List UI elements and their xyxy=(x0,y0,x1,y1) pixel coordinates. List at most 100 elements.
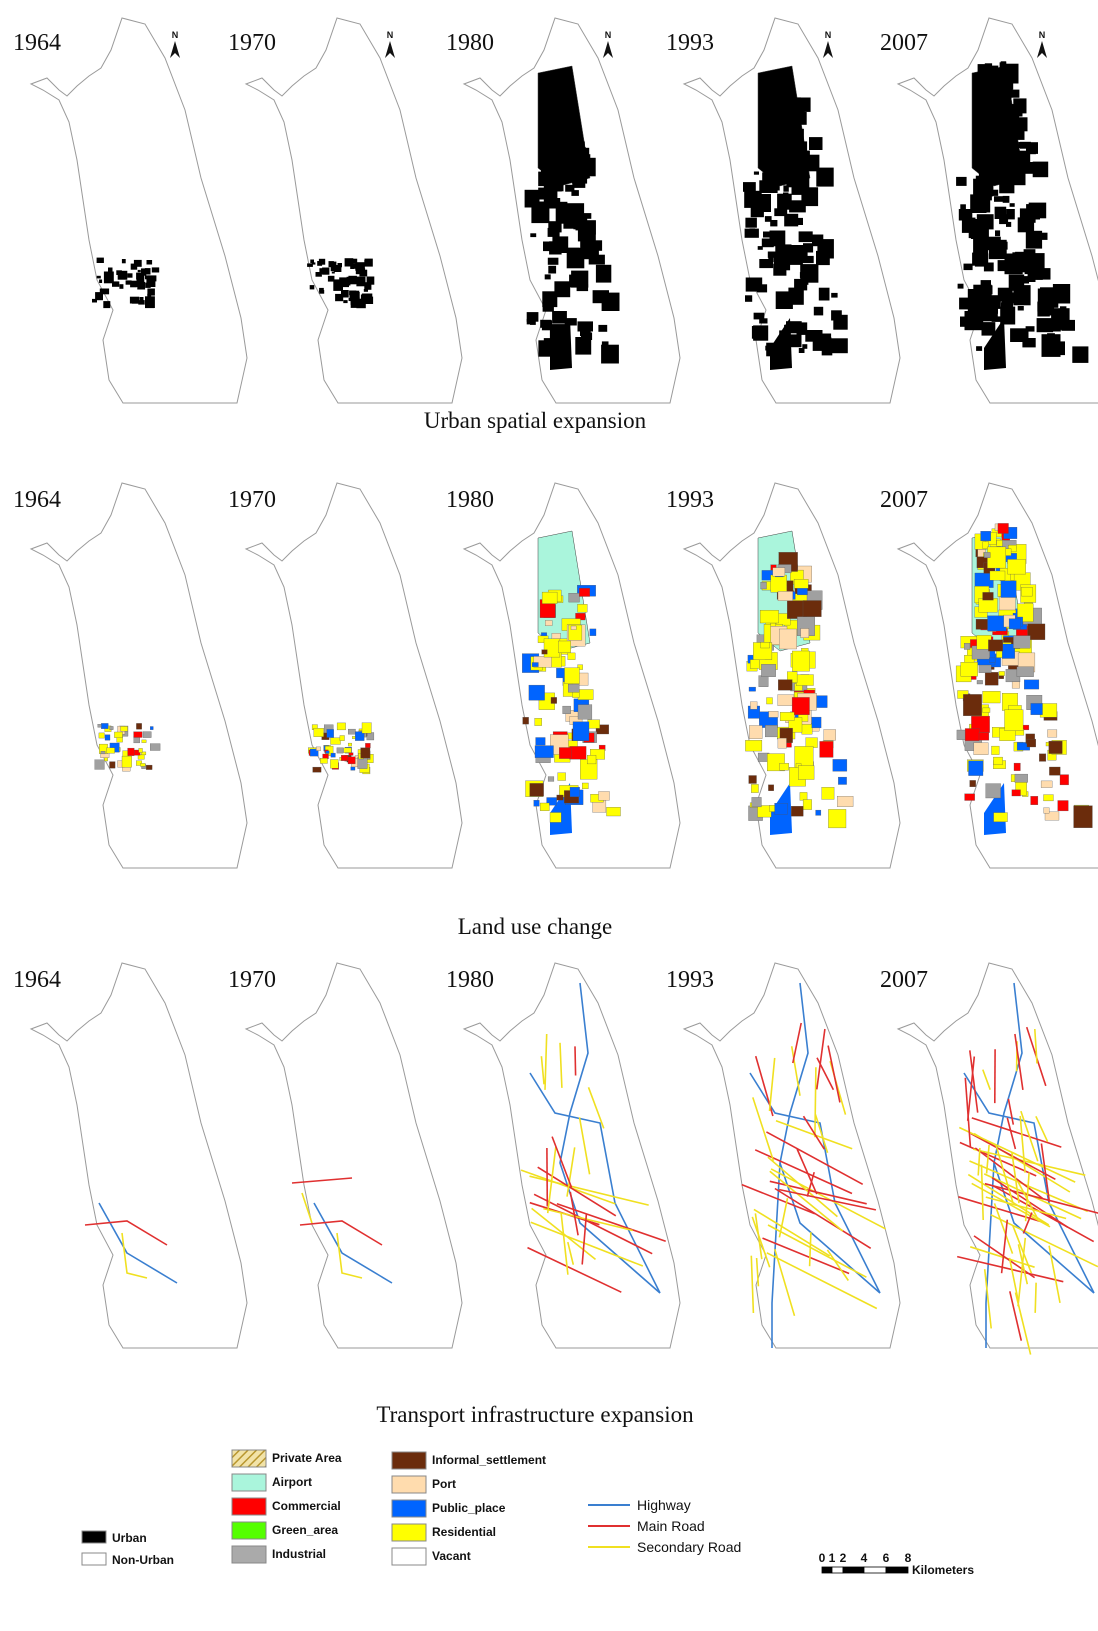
urban-patch xyxy=(768,257,773,262)
urban-patch xyxy=(350,265,354,270)
urban-patch xyxy=(983,285,993,294)
legend-label: Private Area xyxy=(272,1451,342,1465)
land-use-patch xyxy=(838,777,846,784)
land-use-patch xyxy=(1012,790,1021,796)
land-use-patch xyxy=(349,753,353,756)
land-use-patch xyxy=(139,748,143,752)
legend-swatch xyxy=(232,1522,266,1539)
urban-patch xyxy=(136,273,144,280)
urban-patch xyxy=(602,293,620,311)
urban-patch xyxy=(1018,306,1024,311)
urban-patch xyxy=(994,196,1003,202)
urban-patch xyxy=(316,272,322,277)
urban-patch xyxy=(545,274,551,279)
urban-patch xyxy=(804,151,810,157)
land-use-patch xyxy=(792,651,809,671)
legend-label: Non-Urban xyxy=(112,1553,174,1567)
urban-patch xyxy=(774,208,787,216)
urban-patch xyxy=(363,297,373,304)
urban-patch xyxy=(799,348,805,353)
land-use-patch xyxy=(979,598,998,612)
urban-patch xyxy=(331,266,338,271)
urban-patch xyxy=(805,155,820,172)
land-use-patch xyxy=(107,748,115,754)
land-use-patch xyxy=(142,740,146,743)
land-use-patch xyxy=(984,552,990,557)
land-use-patch xyxy=(758,806,772,818)
land-use-patch xyxy=(773,568,785,577)
urban-patch xyxy=(1033,162,1049,178)
land-use-patch xyxy=(544,639,560,657)
coastline xyxy=(684,963,900,1348)
urban-patch xyxy=(535,193,544,199)
legend-label: Highway xyxy=(637,1497,691,1513)
legend: UrbanNon-UrbanPrivate AreaAirportCommerc… xyxy=(82,1450,974,1577)
urban-patch xyxy=(794,279,805,290)
urban-patch xyxy=(805,330,822,342)
urban-patch xyxy=(797,218,804,225)
urban-patch xyxy=(964,264,973,271)
land-use-patch xyxy=(532,663,538,667)
land-use-patch xyxy=(779,629,797,649)
scale-tick: 2 xyxy=(840,1551,847,1565)
land-use-patch xyxy=(337,723,346,730)
land-use-patch xyxy=(557,795,564,800)
urban-patch xyxy=(148,275,156,281)
urban-patch xyxy=(307,263,313,267)
urban-patch xyxy=(550,328,564,340)
land-use-patch xyxy=(983,708,990,713)
land-use-patch xyxy=(1015,774,1028,782)
land-use-patch xyxy=(993,757,1002,765)
land-use-patch xyxy=(143,732,151,738)
land-use-patch xyxy=(833,759,847,771)
urban-patch xyxy=(1009,104,1020,113)
urban-patch xyxy=(577,284,589,291)
urban-patch xyxy=(795,98,811,112)
panel-year: 2007 xyxy=(880,30,928,56)
urban-patch xyxy=(745,295,752,302)
land-use-patch xyxy=(1002,644,1015,659)
urban-patch xyxy=(1001,242,1008,250)
land-use-patch xyxy=(986,784,1001,798)
land-use-patch xyxy=(963,694,981,715)
urban-patch xyxy=(792,129,797,133)
land-use-patch xyxy=(578,690,593,700)
urban-patch xyxy=(786,321,802,333)
land-use-patch xyxy=(794,579,808,588)
legend-swatch xyxy=(392,1500,426,1517)
land-use-patch xyxy=(1048,730,1057,737)
urban-patch xyxy=(976,346,982,351)
urban-patch xyxy=(981,79,998,94)
map-panel xyxy=(464,483,680,868)
panel-year: 1993 xyxy=(666,30,714,56)
land-use-patch xyxy=(558,773,566,781)
urban-patch xyxy=(530,320,536,325)
land-use-patch xyxy=(331,738,341,745)
land-use-patch xyxy=(98,724,102,727)
map-panel xyxy=(246,18,462,403)
map-panel xyxy=(31,963,247,1348)
land-use-patch xyxy=(981,531,991,541)
coastline xyxy=(246,18,462,403)
land-use-patch xyxy=(749,687,756,691)
urban-patch xyxy=(364,260,368,263)
land-use-patch xyxy=(558,641,571,653)
land-use-patch xyxy=(778,738,787,748)
urban-patch xyxy=(348,276,357,285)
urban-patch xyxy=(1000,62,1007,69)
urban-patch xyxy=(762,239,774,248)
urban-patch xyxy=(789,112,807,125)
panel-year: 1980 xyxy=(446,967,494,993)
urban-patch xyxy=(980,305,994,322)
urban-patch xyxy=(960,204,966,209)
land-use-patch xyxy=(95,760,105,770)
legend-label: Main Road xyxy=(637,1518,705,1534)
scale-tick: 4 xyxy=(861,1551,868,1565)
land-use-patch xyxy=(320,758,327,763)
land-use-patch xyxy=(983,691,1001,703)
legend-label: Secondary Road xyxy=(637,1539,741,1555)
land-use-patch xyxy=(775,803,788,814)
urban-patch xyxy=(548,266,556,274)
urban-patch xyxy=(972,253,984,266)
legend-swatch xyxy=(82,1531,106,1543)
